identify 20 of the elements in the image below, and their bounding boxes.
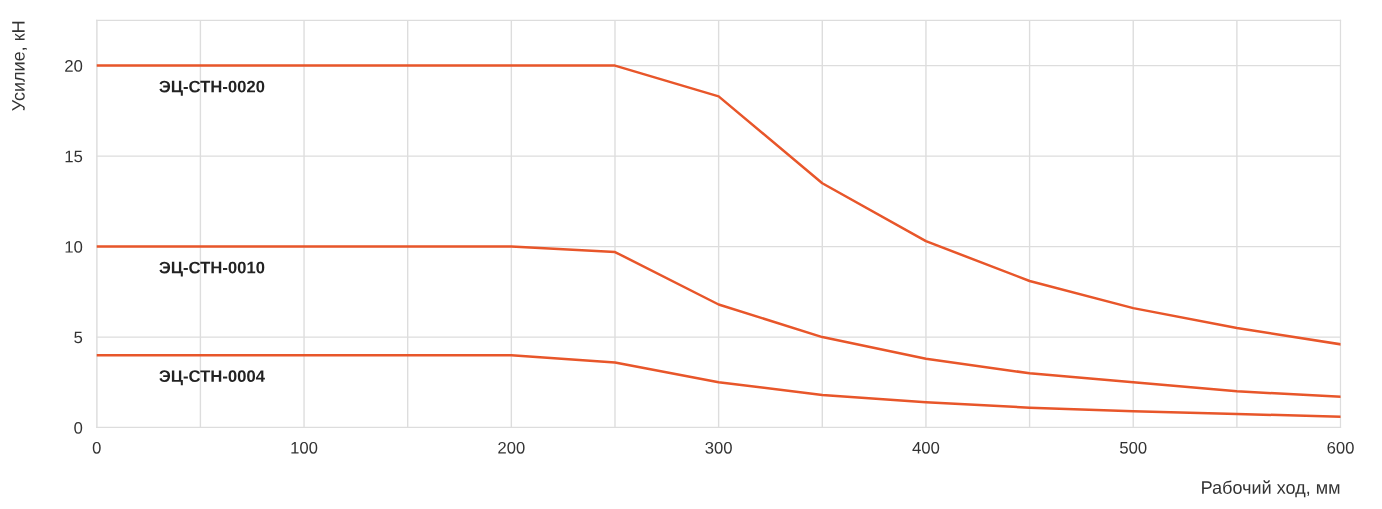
line-series — [96, 64, 1341, 346]
x-axis-title: Рабочий ход, мм — [1202, 480, 1340, 498]
y-tick-label: 10 — [65, 240, 83, 253]
y-tick-label: 15 — [65, 150, 83, 163]
x-tick-label: 500 — [1120, 441, 1147, 454]
series-label: ЭЦ-СТН-0004 — [159, 370, 265, 386]
x-tick-label: 300 — [705, 441, 732, 454]
series-label: ЭЦ-СТН-0020 — [159, 80, 265, 96]
x-tick-label: 600 — [1327, 441, 1354, 454]
y-tick-label: 0 — [74, 421, 83, 434]
line-series — [96, 245, 1341, 399]
line-series — [96, 353, 1341, 418]
x-tick-label: 0 — [92, 441, 101, 454]
y-axis-title: Усилие, кН — [12, 21, 27, 111]
y-tick-label: 5 — [74, 331, 83, 344]
x-tick-label: 100 — [291, 441, 318, 454]
y-tick-label: 20 — [65, 60, 83, 72]
series-label: ЭЦ-СТН-0010 — [159, 261, 265, 277]
x-tick-label: 400 — [912, 441, 940, 454]
x-tick-label: 200 — [498, 441, 525, 454]
